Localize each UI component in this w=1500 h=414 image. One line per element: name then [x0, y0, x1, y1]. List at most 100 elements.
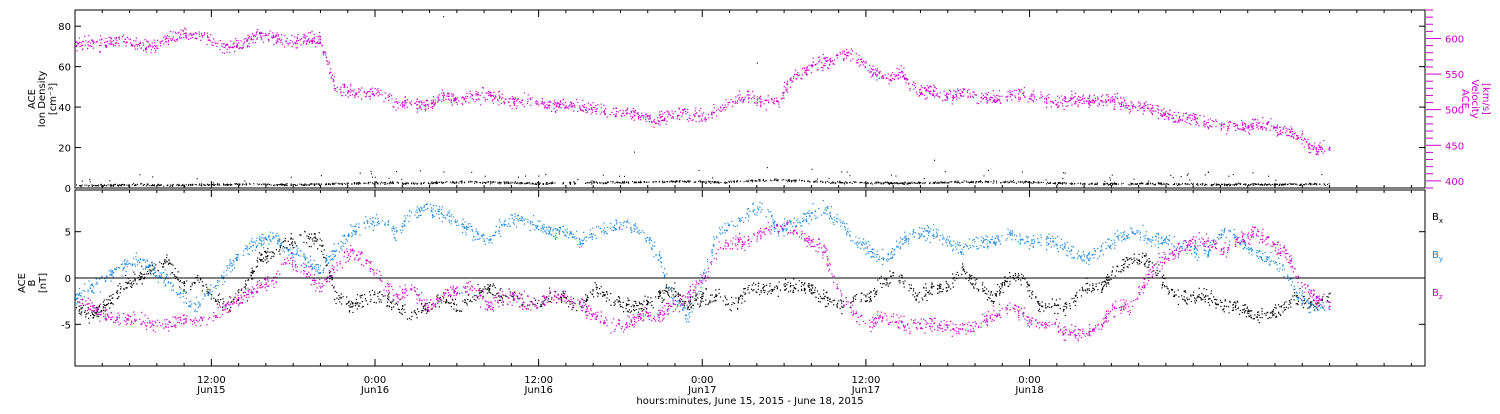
velocity-point	[468, 102, 470, 104]
bx-point	[321, 250, 323, 252]
velocity-point	[291, 45, 293, 48]
velocity-point	[559, 104, 561, 106]
velocity-point	[1103, 101, 1105, 103]
velocity-point	[232, 46, 235, 49]
velocity-point	[84, 35, 86, 37]
velocity-point	[1189, 114, 1191, 116]
bx-point	[107, 303, 109, 305]
density-point	[341, 183, 343, 185]
bx-point	[826, 291, 828, 293]
bx-point	[1279, 313, 1281, 315]
density-point	[167, 184, 169, 186]
velocity-point	[604, 113, 607, 115]
density-point	[573, 181, 575, 183]
velocity-point	[553, 103, 556, 106]
velocity-point	[926, 85, 928, 87]
bx-point	[169, 262, 171, 264]
velocity-point	[454, 100, 456, 102]
velocity-point	[730, 98, 732, 101]
velocity-point	[302, 40, 305, 43]
velocity-point	[1123, 104, 1125, 106]
velocity-point	[166, 35, 169, 37]
velocity-point	[142, 44, 144, 46]
density-point	[1084, 182, 1086, 184]
velocity-point	[247, 40, 249, 42]
velocity-point	[1093, 94, 1095, 96]
velocity-point	[667, 116, 669, 118]
velocity-point	[555, 111, 557, 113]
velocity-point	[1234, 123, 1236, 125]
velocity-point	[153, 39, 155, 41]
velocity-point	[739, 99, 741, 101]
velocity-point	[406, 99, 409, 101]
velocity-point	[1041, 95, 1044, 97]
velocity-point	[200, 32, 203, 35]
density-point	[1232, 173, 1234, 176]
velocity-point	[996, 98, 998, 100]
velocity-point	[760, 101, 762, 104]
bx-point	[975, 282, 977, 284]
velocity-point	[805, 70, 807, 72]
velocity-point	[574, 104, 576, 106]
density-point	[505, 182, 507, 184]
bx-point	[1161, 284, 1163, 287]
velocity-point	[1034, 95, 1036, 97]
velocity-point	[891, 71, 894, 74]
velocity-point	[1275, 126, 1277, 128]
velocity-point	[642, 117, 644, 119]
density-point	[88, 184, 90, 187]
density-point	[777, 180, 779, 182]
density-point	[904, 181, 906, 183]
bx-point	[1018, 274, 1020, 276]
bx-point	[308, 236, 310, 238]
density-point	[455, 181, 457, 183]
density-point	[464, 181, 466, 183]
density-point	[686, 181, 688, 183]
velocity-point	[952, 95, 955, 98]
velocity-point	[693, 114, 695, 116]
velocity-point	[456, 103, 458, 105]
bx-point	[340, 293, 342, 295]
velocity-point	[639, 117, 642, 119]
velocity-point	[789, 86, 792, 88]
bx-point	[91, 310, 93, 312]
velocity-point	[1165, 111, 1167, 113]
bx-point	[687, 308, 689, 310]
velocity-point	[409, 102, 411, 104]
velocity-point	[758, 97, 761, 100]
density-point	[152, 185, 154, 187]
velocity-point	[1142, 113, 1144, 115]
density-point	[1254, 183, 1256, 185]
bx-point	[766, 293, 769, 295]
velocity-point	[91, 39, 93, 41]
density-point	[285, 183, 287, 185]
velocity-point	[570, 101, 572, 103]
velocity-point	[311, 40, 314, 42]
bx-point	[560, 298, 563, 300]
density-point	[1279, 183, 1281, 185]
velocity-point	[350, 85, 352, 87]
bx-point	[831, 301, 833, 303]
bx-point	[78, 312, 80, 314]
velocity-point	[580, 109, 582, 111]
bx-point	[480, 291, 483, 293]
velocity-point	[1015, 96, 1017, 99]
velocity-point	[759, 95, 762, 97]
density-point	[506, 181, 508, 183]
velocity-point	[441, 92, 443, 94]
density-point	[1257, 183, 1259, 185]
velocity-point	[469, 92, 471, 95]
bx-point	[257, 261, 259, 263]
velocity-point	[1314, 142, 1316, 144]
velocity-point	[1133, 105, 1135, 108]
velocity-point	[955, 90, 957, 93]
velocity-point	[494, 95, 496, 97]
velocity-point	[973, 91, 975, 93]
density-point	[141, 183, 143, 185]
velocity-point	[516, 100, 518, 102]
bx-point	[174, 268, 176, 270]
density-point	[877, 182, 879, 184]
bx-point	[133, 283, 135, 285]
density-point	[404, 183, 406, 185]
velocity-point	[167, 41, 169, 43]
